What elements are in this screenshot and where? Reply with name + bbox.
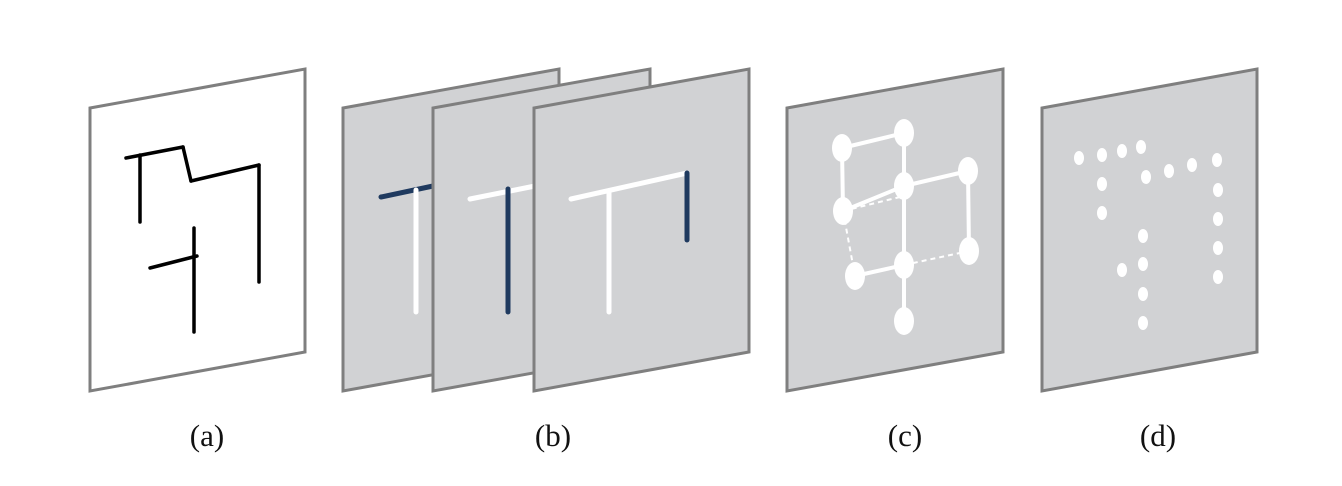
dot bbox=[1138, 257, 1148, 271]
panel-c-nodes bbox=[832, 119, 979, 335]
panel-a-sheet bbox=[88, 67, 307, 393]
caption-a: (a) bbox=[190, 418, 224, 453]
panel-c bbox=[785, 67, 1005, 393]
dot bbox=[1097, 177, 1107, 191]
graph-node bbox=[832, 134, 852, 162]
dot bbox=[1097, 206, 1107, 220]
graph-node bbox=[845, 262, 865, 290]
dot bbox=[1136, 140, 1146, 154]
graph-node bbox=[894, 251, 914, 279]
dot bbox=[1187, 158, 1197, 172]
panel-d bbox=[1040, 67, 1259, 393]
dot bbox=[1212, 153, 1222, 167]
caption-d: (d) bbox=[1140, 418, 1176, 453]
dot bbox=[1117, 263, 1127, 277]
panel-a bbox=[88, 67, 307, 393]
dot bbox=[1138, 287, 1148, 301]
panel-a-line-drawing bbox=[124, 145, 261, 334]
dot bbox=[1074, 151, 1084, 165]
panel-d-dots bbox=[1074, 140, 1223, 330]
dot bbox=[1141, 170, 1151, 184]
graph-node bbox=[894, 307, 914, 335]
dot bbox=[1213, 270, 1223, 284]
panel-b bbox=[341, 67, 751, 393]
dot bbox=[1164, 164, 1174, 178]
dot bbox=[1138, 316, 1148, 330]
caption-c: (c) bbox=[888, 418, 922, 453]
graph-node bbox=[894, 119, 914, 147]
graph-node bbox=[894, 172, 914, 200]
dot bbox=[1213, 183, 1223, 197]
panel-d-sheet bbox=[1040, 67, 1259, 393]
dot bbox=[1138, 229, 1148, 243]
graph-node bbox=[833, 197, 853, 225]
dot bbox=[1213, 212, 1223, 226]
dot bbox=[1097, 148, 1107, 162]
dot bbox=[1117, 144, 1127, 158]
panel-b-sheet-front bbox=[532, 67, 751, 393]
graph-node bbox=[959, 237, 979, 265]
caption-b: (b) bbox=[535, 418, 571, 453]
dot bbox=[1213, 241, 1223, 255]
graph-node bbox=[958, 157, 978, 185]
